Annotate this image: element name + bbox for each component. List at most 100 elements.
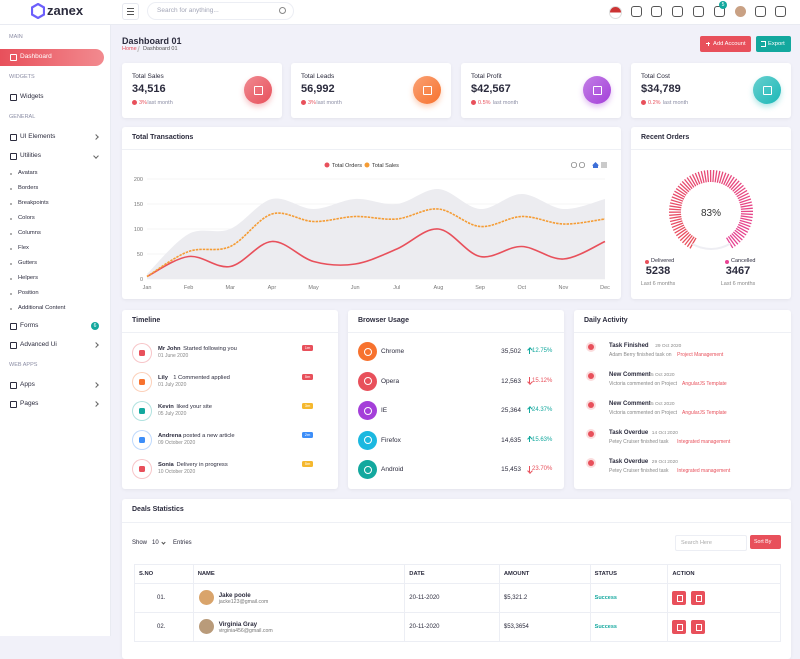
breadcrumb-current: Dashboard 01	[143, 46, 178, 52]
sort-button[interactable]: Sort By	[750, 535, 781, 549]
change-icon	[301, 100, 306, 105]
sidebar-item[interactable]: Apps	[20, 381, 35, 388]
export-button[interactable]: Export	[756, 36, 791, 52]
sidebar-item[interactable]: UI Elements	[20, 133, 55, 140]
delete-button[interactable]	[691, 591, 705, 605]
change-icon	[641, 100, 646, 105]
sidebar-item[interactable]: Dashboard	[20, 53, 52, 60]
activity-text: Victoria commented on Project	[609, 410, 677, 416]
sidebar-subitem[interactable]: Position	[18, 290, 39, 296]
gauge-tick	[715, 170, 717, 182]
browser-icon	[358, 342, 377, 361]
top-icon[interactable]	[651, 6, 662, 17]
sidebar-subitem[interactable]: Additional Content	[18, 305, 65, 311]
activity-link[interactable]: Integrated management	[677, 439, 730, 445]
stat-change: 3%	[139, 100, 147, 106]
top-icon[interactable]	[755, 6, 766, 17]
status-label: Cancelled	[731, 258, 755, 264]
top-icon[interactable]	[631, 6, 642, 17]
top-icon[interactable]	[775, 6, 786, 17]
top-icon[interactable]	[735, 6, 746, 17]
timeline-date: 10 October 2020	[158, 469, 195, 475]
delete-button[interactable]	[691, 620, 705, 634]
sidebar-subitem[interactable]: Borders	[18, 185, 38, 191]
sidebar-bullet	[10, 233, 12, 235]
edit-button[interactable]	[672, 591, 686, 605]
activity-link[interactable]: Project Management	[677, 352, 723, 358]
browser-name: Firefox	[381, 437, 401, 444]
menu-toggle[interactable]	[122, 3, 139, 20]
activity-link[interactable]: AngularJS Template	[682, 381, 727, 387]
sidebar-subitem[interactable]: Flex	[18, 245, 29, 251]
x-tick-label: Mar	[226, 285, 236, 291]
sidebar-icon	[10, 401, 17, 408]
sidebar-item[interactable]: Forms	[20, 322, 38, 329]
gauge-tick	[741, 214, 753, 215]
status-value: 3467	[710, 265, 766, 277]
export-icon	[761, 41, 766, 47]
top-icon[interactable]	[672, 6, 683, 17]
button-glyph	[696, 595, 702, 602]
page-title: Dashboard 01	[122, 36, 182, 46]
edit-button[interactable]	[672, 620, 686, 634]
table-cell: 20-11-2020	[405, 613, 500, 642]
browser-glyph	[364, 466, 372, 474]
activity-title: New Comment	[609, 401, 651, 407]
entries-count: 10	[152, 540, 159, 546]
timeline-name: Sonia	[158, 462, 174, 468]
sidebar-bullet	[10, 263, 12, 265]
sidebar-icon	[10, 94, 17, 101]
card-divider	[122, 332, 338, 333]
activity-link[interactable]: AngularJS Template	[682, 410, 727, 416]
table-cell: $5,321.2	[499, 584, 590, 613]
stat-note: last month	[493, 100, 518, 106]
sidebar-arrow	[93, 342, 99, 348]
sidebar-item[interactable]: Advanced Ui	[20, 341, 57, 348]
column-header: STATUS	[590, 565, 668, 584]
select-caret	[161, 540, 165, 544]
timeline-icon	[132, 430, 152, 450]
browser-icon	[358, 431, 377, 450]
sidebar-subitem[interactable]: Columns	[18, 230, 41, 236]
stat-glyph	[593, 86, 602, 95]
activity-link[interactable]: Integrated management	[677, 468, 730, 474]
timeline-glyph	[139, 350, 145, 356]
timeline-name: Mr John	[158, 346, 181, 352]
stat-icon	[413, 76, 441, 104]
card-title: Deals Statistics	[132, 506, 184, 513]
timeline-glyph	[139, 437, 145, 443]
sidebar-section-title: WIDGETS	[9, 74, 35, 80]
top-icon[interactable]	[609, 6, 622, 19]
sidebar-item[interactable]: Widgets	[20, 93, 43, 100]
sidebar-item[interactable]: Pages	[20, 400, 38, 407]
search-input[interactable]: Search for anything...	[147, 2, 294, 20]
sidebar-subitem[interactable]: Avatars	[18, 170, 38, 176]
top-icon[interactable]	[693, 6, 704, 17]
add-account-button[interactable]: Add Account	[700, 36, 751, 52]
sidebar-subitem[interactable]: Helpers	[18, 275, 38, 281]
table-cell	[668, 613, 781, 642]
sidebar-subitem[interactable]: Gutters	[18, 260, 37, 266]
table-cell: Success	[590, 584, 668, 613]
stat-glyph	[763, 86, 772, 95]
sidebar-subitem[interactable]: Breakpoints	[18, 200, 49, 206]
status-period: Last 6 months	[630, 281, 686, 287]
sidebar-item[interactable]: Utilities	[20, 152, 41, 159]
entries-select[interactable]: 10	[150, 537, 165, 548]
timeline-text: Started following you	[183, 346, 237, 352]
table-search[interactable]: Search Here	[675, 535, 747, 551]
deal-date: 20-11-2020	[409, 595, 439, 601]
sidebar-icon	[10, 342, 17, 349]
timeline-glyph	[139, 408, 145, 414]
sidebar-subitem[interactable]: Colors	[18, 215, 35, 221]
button-label: Export	[768, 41, 785, 47]
breadcrumb-home[interactable]: Home	[122, 46, 137, 52]
stat-icon	[583, 76, 611, 104]
x-tick-label: Sep	[475, 285, 485, 291]
